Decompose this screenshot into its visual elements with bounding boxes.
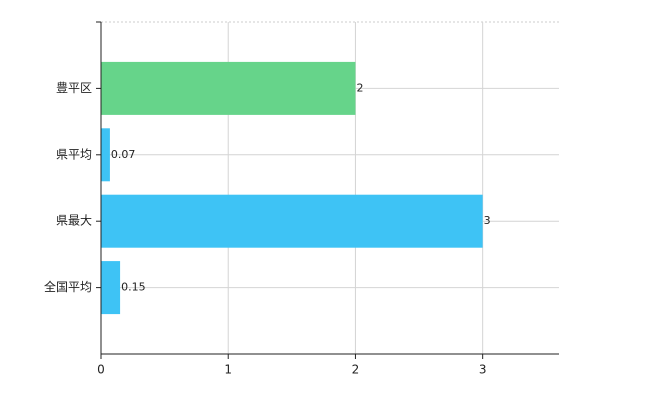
x-tick-label: 3 <box>479 363 487 377</box>
value-label: 0.15 <box>121 281 146 294</box>
y-tick-label: 県平均 <box>56 147 92 161</box>
bar <box>101 194 483 248</box>
value-label: 0.07 <box>111 148 135 161</box>
x-tick-label: 0 <box>97 363 105 377</box>
value-label: 3 <box>484 214 491 227</box>
value-label: 2 <box>356 81 363 94</box>
y-tick-label: 豊平区 <box>56 81 92 95</box>
bar <box>101 261 121 315</box>
y-tick-label: 全国平均 <box>44 279 92 294</box>
y-tick-label: 県最大 <box>56 214 92 228</box>
x-tick-label: 2 <box>352 363 360 377</box>
x-tick-label: 1 <box>224 363 232 377</box>
bar <box>101 61 356 115</box>
bar <box>101 128 110 182</box>
